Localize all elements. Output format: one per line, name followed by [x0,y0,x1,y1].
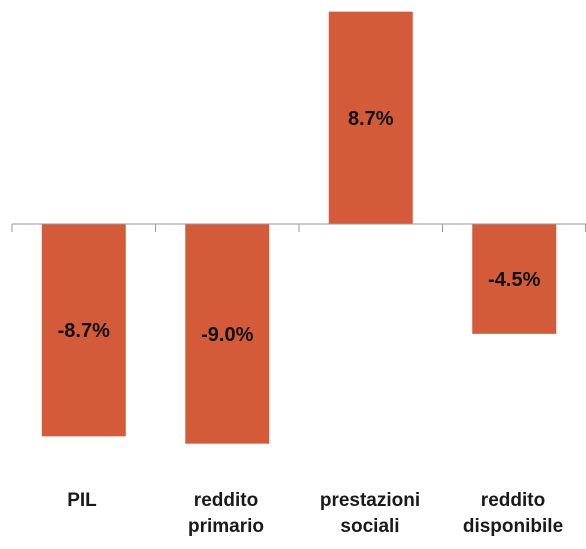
bar [185,224,270,444]
bar [328,11,413,225]
category-label: reddito disponibile [462,490,564,537]
data-labels-group: -8.7% -9.0% 8.7% -4.5% [58,108,541,346]
bars-group [41,11,557,444]
data-label: -9.0% [201,324,253,346]
category-label: reddito primario [187,490,265,537]
bar [472,224,557,334]
category-label: prestazioni sociali [319,490,421,537]
data-label: 8.7% [348,108,394,130]
bar [41,224,126,437]
data-label: -8.7% [58,320,110,342]
data-label: -4.5% [488,269,540,291]
category-label: PIL [67,490,97,511]
